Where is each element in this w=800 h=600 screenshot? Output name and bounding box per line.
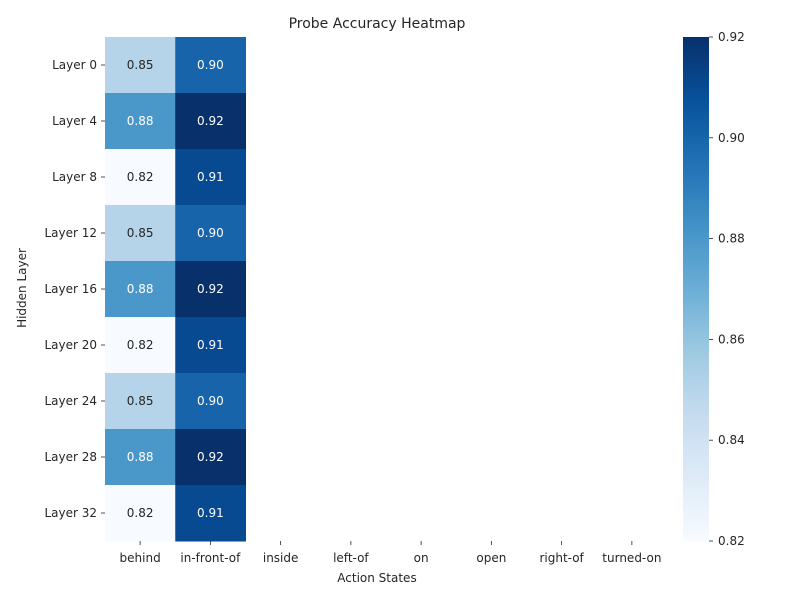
heatmap-cell <box>105 317 176 374</box>
y-tick-label: Layer 8 <box>52 170 97 184</box>
heatmap-cell <box>175 373 246 430</box>
colorbar-tick-label: 0.92 <box>718 30 745 44</box>
x-tick-label: left-of <box>333 551 369 565</box>
x-tick-label: behind <box>120 551 161 565</box>
cell-label: 0.91 <box>197 506 224 520</box>
heatmap-cell <box>175 149 246 206</box>
heatmap-cell <box>105 261 176 318</box>
chart-title: Probe Accuracy Heatmap <box>289 16 466 32</box>
cell-label: 0.91 <box>197 338 224 352</box>
cell-label: 0.92 <box>197 114 224 128</box>
y-tick-label: Layer 4 <box>52 114 97 128</box>
cell-label: 0.85 <box>127 226 154 240</box>
colorbar <box>683 37 709 541</box>
y-tick-label: Layer 12 <box>44 226 97 240</box>
heatmap-cell <box>175 37 246 94</box>
y-tick-label: Layer 16 <box>44 282 97 296</box>
x-tick-label: turned-on <box>602 551 661 565</box>
x-tick-label: inside <box>263 551 299 565</box>
cell-label: 0.90 <box>197 226 224 240</box>
x-tick-label: in-front-of <box>180 551 241 565</box>
colorbar-tick-label: 0.90 <box>718 131 745 145</box>
cell-label: 0.90 <box>197 58 224 72</box>
heatmap-cell <box>105 93 176 150</box>
heatmap-cell <box>105 205 176 262</box>
colorbar-ticks: 0.82 0.84 0.86 0.88 0.90 0.92 <box>709 30 745 548</box>
cell-label: 0.91 <box>197 170 224 184</box>
colorbar-tick-label: 0.84 <box>718 433 745 447</box>
heatmap-cell <box>175 485 246 542</box>
colorbar-tick-label: 0.86 <box>718 332 745 346</box>
heatmap-cell <box>175 261 246 318</box>
heatmap-cell <box>105 429 176 486</box>
x-tick-label: on <box>414 551 429 565</box>
cell-label: 0.82 <box>127 506 154 520</box>
heatmap-cell <box>175 317 246 374</box>
cell-label: 0.85 <box>127 394 154 408</box>
heatmap-cell <box>105 373 176 430</box>
cell-label: 0.92 <box>197 282 224 296</box>
cell-label: 0.88 <box>127 282 154 296</box>
cell-label: 0.88 <box>127 114 154 128</box>
y-tick-label: Layer 28 <box>44 450 97 464</box>
y-tick-label: Layer 32 <box>44 506 97 520</box>
heatmap-cells: 0.85 0.90 0.88 0.92 0.82 0.91 0.85 0.90 0.88 0.92… <box>105 37 246 542</box>
colorbar-tick-label: 0.88 <box>718 232 745 246</box>
y-tick-label: Layer 20 <box>44 338 97 352</box>
cell-label: 0.82 <box>127 170 154 184</box>
colorbar-tick-label: 0.82 <box>718 534 745 548</box>
y-tick-label: Layer 24 <box>44 394 97 408</box>
heatmap-cell <box>105 37 176 94</box>
cell-label: 0.88 <box>127 450 154 464</box>
y-axis-label: Hidden Layer <box>15 248 29 328</box>
y-axis-ticks: Layer 0 Layer 4 Layer 8 Layer 12 Layer 16 Lay… <box>44 58 105 520</box>
heatmap-cell <box>105 485 176 542</box>
x-tick-label: right-of <box>539 551 584 565</box>
cell-label: 0.92 <box>197 450 224 464</box>
cell-label: 0.90 <box>197 394 224 408</box>
heatmap-cell <box>175 429 246 486</box>
heatmap-cell <box>105 149 176 206</box>
x-axis-ticks: behind in-front-of inside left-of on open righ… <box>120 541 661 565</box>
y-tick-label: Layer 0 <box>52 58 97 72</box>
heatmap-cell <box>175 93 246 150</box>
x-tick-label: open <box>476 551 506 565</box>
cell-label: 0.82 <box>127 338 154 352</box>
cell-label: 0.85 <box>127 58 154 72</box>
x-axis-label: Action States <box>337 571 416 585</box>
heatmap-cell <box>175 205 246 262</box>
